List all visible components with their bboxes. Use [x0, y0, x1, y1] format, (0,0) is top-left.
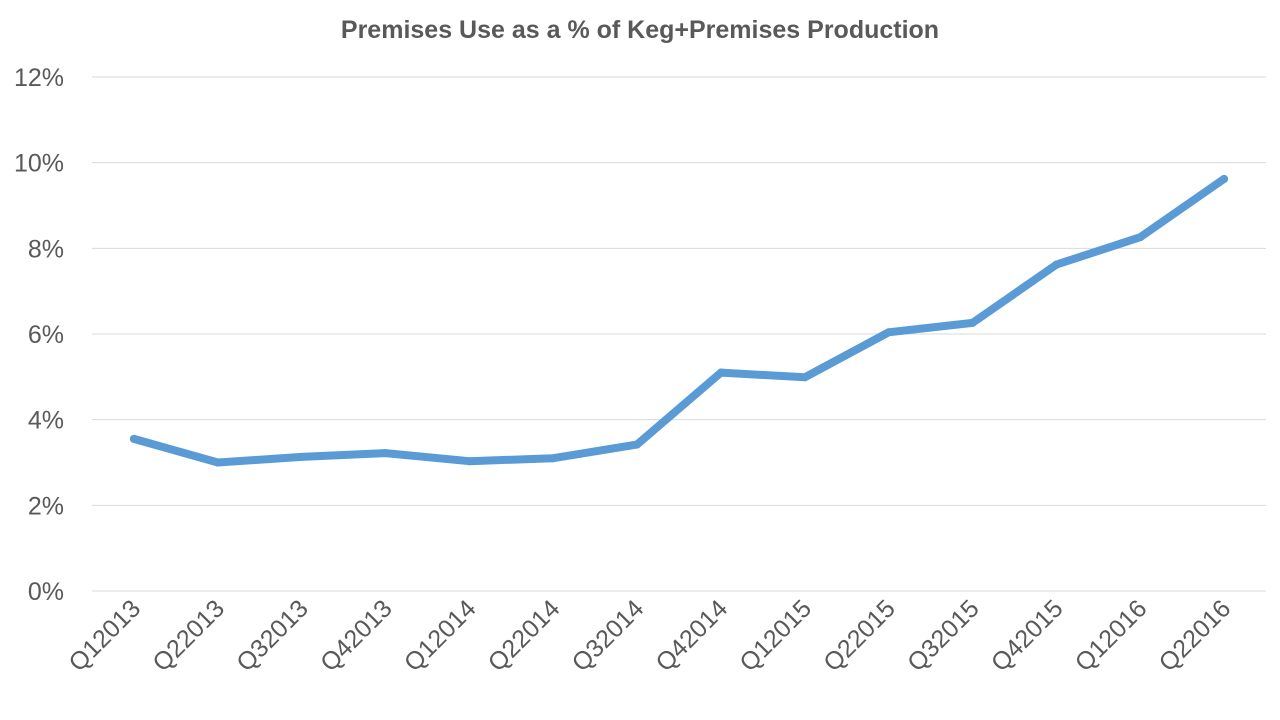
- data-point: [800, 373, 809, 382]
- x-tick-label: Q22013: [147, 594, 230, 677]
- y-tick-label: 12%: [14, 64, 64, 92]
- data-point: [1136, 233, 1145, 242]
- x-tick-label: Q32014: [567, 594, 650, 677]
- x-tick-label: Q12013: [63, 594, 146, 677]
- x-tick-label: Q42013: [315, 594, 398, 677]
- x-tick-label: Q12015: [734, 594, 817, 677]
- x-tick-label: Q22016: [1154, 594, 1237, 677]
- data-point: [716, 368, 725, 377]
- y-tick-label: 8%: [28, 235, 64, 263]
- gridlines: [92, 76, 1266, 592]
- x-tick-label: Q32013: [231, 594, 314, 677]
- series-layer: [129, 174, 1229, 467]
- x-tick-label: Q22015: [818, 594, 901, 677]
- data-point: [381, 449, 390, 458]
- data-point: [1052, 260, 1061, 269]
- chart-title: Premises Use as a % of Keg+Premises Prod…: [341, 16, 939, 44]
- x-tick-label: Q42015: [986, 594, 1069, 677]
- y-tick-label: 0%: [28, 578, 64, 606]
- x-tick-label: Q32015: [902, 594, 985, 677]
- y-tick-label: 2%: [28, 492, 64, 520]
- series-line: [129, 174, 1229, 467]
- data-point: [297, 452, 306, 461]
- x-tick-label: Q12014: [399, 594, 482, 677]
- y-tick-label: 6%: [28, 321, 64, 349]
- data-point: [1220, 174, 1229, 183]
- data-point: [633, 440, 642, 449]
- data-point: [968, 318, 977, 327]
- data-point: [129, 434, 138, 443]
- data-point: [465, 457, 474, 466]
- data-point: [213, 458, 222, 467]
- data-point: [884, 328, 893, 337]
- data-point: [549, 454, 558, 463]
- x-tick-label: Q12016: [1070, 594, 1153, 677]
- y-tick-label: 4%: [28, 407, 64, 435]
- y-axis: 0% 2% 4% 6% 8% 10% 12%: [14, 64, 64, 606]
- x-tick-label: Q42014: [650, 594, 733, 677]
- x-tick-label: Q22014: [483, 594, 566, 677]
- y-tick-label: 10%: [14, 150, 64, 178]
- x-axis: Q12013 Q22013 Q32013 Q42013 Q12014 Q22014 Q320…: [63, 594, 1236, 677]
